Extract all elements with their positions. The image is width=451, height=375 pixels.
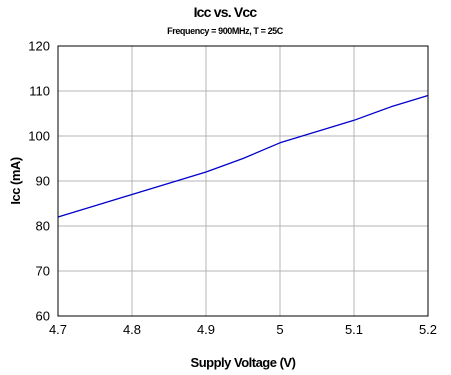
chart-title: Icc vs. Vcc	[194, 4, 258, 20]
x-tick-label: 5	[276, 322, 283, 337]
x-tick-label: 5.1	[345, 322, 363, 337]
y-axis-label: Icc (mA)	[8, 157, 23, 204]
x-tick-label: 4.7	[49, 322, 67, 337]
x-tick-label: 5.2	[419, 322, 437, 337]
grid-lines	[57, 45, 429, 317]
x-tick-label: 4.8	[123, 322, 141, 337]
series-layer	[57, 94, 429, 218]
x-tick-label: 4.9	[197, 322, 215, 337]
series-line-icc	[57, 94, 429, 218]
chart-subtitle: Frequency = 900MHz, T = 25C	[167, 26, 284, 36]
y-tick-label: 80	[36, 219, 50, 234]
y-tick-label: 110	[29, 84, 50, 99]
x-axis-label: Supply Voltage (V)	[191, 355, 296, 370]
y-tick-label: 60	[36, 309, 50, 324]
y-tick-label: 120	[28, 39, 50, 54]
y-tick-label: 90	[36, 174, 50, 189]
y-tick-label: 70	[36, 264, 50, 279]
y-tick-labels: 60 70 80 90 100 110 120	[28, 39, 50, 324]
plot-frame	[57, 45, 429, 317]
x-tick-labels: 4.7 4.8 4.9 5 5.1 5.2	[49, 322, 437, 337]
y-tick-label: 100	[28, 129, 50, 144]
